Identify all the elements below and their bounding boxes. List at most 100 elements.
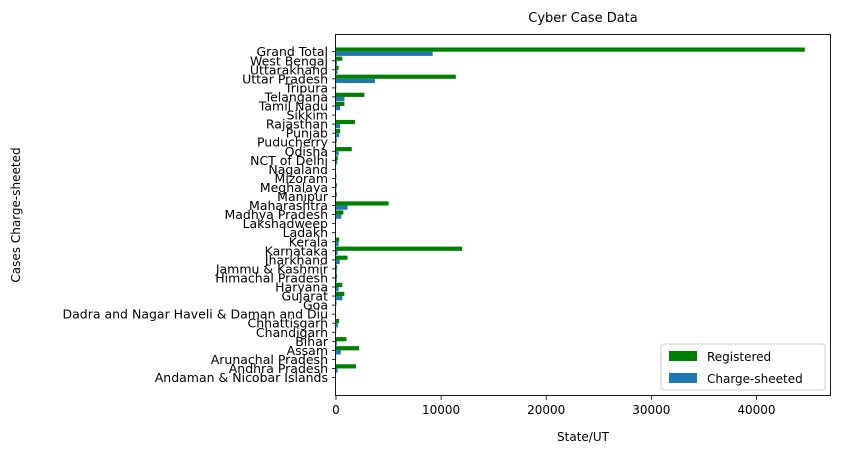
y-tick-label: Himachal Pradesh bbox=[215, 270, 328, 285]
bar-registered-telangana bbox=[336, 92, 365, 97]
y-tick-label: West Bengal bbox=[250, 53, 328, 68]
bar-charge-sheeted-uttarakhand bbox=[336, 69, 338, 74]
bar-charge-sheeted-haryana bbox=[336, 287, 339, 292]
bar-charge-sheeted-chhattisgarh bbox=[336, 323, 338, 328]
y-tick-label: Mizoram bbox=[275, 171, 328, 186]
legend-label-registered: Registered bbox=[707, 350, 771, 364]
bar-registered-manipur bbox=[336, 192, 337, 197]
bar-charge-sheeted-andhra-pradesh bbox=[336, 368, 338, 373]
y-tick-label: Madhya Pradesh bbox=[224, 207, 328, 222]
bar-charge-sheeted-assam bbox=[336, 350, 341, 355]
bar-registered-uttarakhand bbox=[336, 65, 339, 70]
y-tick-label: Ladakh bbox=[283, 225, 328, 240]
y-axis-label: Cases Charge-sheeted bbox=[9, 147, 23, 282]
bar-charge-sheeted-gujarat bbox=[336, 296, 343, 301]
y-tick-label: NCT of Delhi bbox=[250, 153, 328, 168]
bar-registered-karnataka bbox=[336, 246, 463, 251]
bar-charge-sheeted-karnataka bbox=[336, 250, 338, 255]
y-tick-label: Uttar Pradesh bbox=[242, 71, 328, 86]
x-tick-label: 10000 bbox=[422, 403, 460, 417]
x-tick-labels: 0 10000 20000 30000 40000 bbox=[332, 396, 776, 417]
bar-charge-sheeted-kerala bbox=[336, 241, 339, 246]
bar-registered-assam bbox=[336, 346, 360, 351]
y-tick-label: Karnataka bbox=[265, 243, 328, 258]
bar-registered-punjab bbox=[336, 128, 341, 134]
y-tick-label: Gujarat bbox=[282, 289, 329, 304]
bar-registered-tamil-nadu bbox=[336, 101, 345, 106]
x-tick-label: 20000 bbox=[527, 403, 565, 417]
bar-registered-west-bengal bbox=[336, 56, 343, 61]
y-tick-label: Punjab bbox=[286, 126, 328, 141]
bar-charge-sheeted-jammu-kashmir bbox=[336, 268, 337, 274]
y-tick-label: Maharashtra bbox=[249, 198, 328, 213]
bar-charge-sheeted-bihar bbox=[336, 341, 337, 346]
bar-registered-puducherry bbox=[336, 138, 337, 143]
y-tick-label: Chandigarh bbox=[256, 325, 328, 340]
y-tick-label: Kerala bbox=[289, 234, 328, 249]
bar-charge-sheeted-jharkhand bbox=[336, 259, 340, 265]
y-tick-label: Sikkim bbox=[286, 108, 328, 123]
y-tick-label: Jammu & Kashmir bbox=[215, 261, 329, 276]
legend: Registered Charge-sheeted bbox=[660, 343, 826, 391]
bar-charge-sheeted-rajasthan bbox=[336, 124, 341, 129]
bar-charge-sheeted-odisha bbox=[336, 151, 339, 156]
bar-registered-jharkhand bbox=[336, 255, 348, 260]
bar-registered-grand-total bbox=[336, 47, 805, 52]
bar-charge-sheeted-uttar-pradesh bbox=[336, 78, 375, 84]
bar-registered-meghalaya bbox=[336, 183, 337, 188]
bar-charge-sheeted-punjab bbox=[336, 133, 340, 138]
y-tick-label: Tripura bbox=[284, 80, 328, 95]
y-tick-label: Andaman & Nicobar Islands bbox=[155, 370, 328, 385]
bar-registered-nct-of-delhi bbox=[336, 156, 338, 161]
bar-registered-maharashtra bbox=[336, 201, 389, 206]
y-tick-label: Dadra and Nagar Haveli & Daman and Diu bbox=[62, 307, 328, 322]
bar-registered-andhra-pradesh bbox=[336, 364, 356, 369]
y-tick-label: Arunachal Pradesh bbox=[211, 352, 328, 367]
legend-label-charge-sheeted: Charge-sheeted bbox=[707, 372, 803, 386]
chart-title: Cyber Case Data bbox=[528, 11, 637, 26]
bar-charge-sheeted-tamil-nadu bbox=[336, 106, 341, 111]
bar-registered-kerala bbox=[336, 237, 340, 242]
y-tick-label: Grand Total bbox=[256, 44, 328, 59]
legend-box bbox=[660, 343, 826, 391]
y-tick-label: Manipur bbox=[277, 189, 329, 204]
bar-registered-gujarat bbox=[336, 291, 345, 297]
y-tick-label: Uttarakhand bbox=[250, 62, 328, 77]
y-tick-label: Lakshadweep bbox=[243, 216, 328, 231]
x-tick-label: 0 bbox=[332, 403, 340, 417]
bar-charge-sheeted-west-bengal bbox=[336, 60, 338, 65]
y-tick-label: Rajasthan bbox=[266, 117, 328, 132]
bar-charge-sheeted-telangana bbox=[336, 96, 345, 102]
bar-registered-himachal-pradesh bbox=[336, 273, 338, 278]
y-tick-label: Nagaland bbox=[268, 162, 328, 177]
y-tick-label: Telangana bbox=[264, 89, 328, 104]
bar-registered-odisha bbox=[336, 147, 352, 152]
bar-registered-madhya-pradesh bbox=[336, 210, 344, 215]
legend-swatch-registered bbox=[669, 351, 697, 361]
y-tick-label: Assam bbox=[287, 343, 328, 358]
legend-swatch-charge-sheeted bbox=[669, 373, 697, 383]
bar-charge-sheeted-himachal-pradesh bbox=[336, 277, 337, 283]
x-tick-label: 40000 bbox=[737, 403, 775, 417]
y-tick-label: Puducherry bbox=[257, 135, 329, 150]
bar-charge-sheeted-grand-total bbox=[336, 51, 433, 56]
bar-registered-jammu-kashmir bbox=[336, 264, 338, 269]
y-tick-label: Andhra Pradesh bbox=[229, 361, 328, 376]
y-tick-label: Chhattisgarh bbox=[248, 316, 328, 331]
bar-registered-bihar bbox=[336, 337, 347, 342]
y-tick-label: Haryana bbox=[275, 280, 328, 295]
y-tick-label: Meghalaya bbox=[260, 180, 328, 195]
x-tick-label: 30000 bbox=[632, 403, 670, 417]
y-tick-label: Goa bbox=[303, 298, 328, 313]
y-tick-label: Bihar bbox=[295, 334, 329, 349]
bar-registered-haryana bbox=[336, 282, 343, 287]
x-axis-label: State/UT bbox=[557, 430, 610, 444]
y-tick-label: Odisha bbox=[285, 144, 328, 159]
bar-charge-sheeted-madhya-pradesh bbox=[336, 214, 342, 219]
bar-charge-sheeted-nct-of-delhi bbox=[336, 160, 338, 165]
y-tick-label: Tamil Nadu bbox=[258, 99, 328, 114]
bar-registered-uttar-pradesh bbox=[336, 74, 456, 79]
bar-charge-sheeted-maharashtra bbox=[336, 205, 348, 210]
y-tick-label: Jharkhand bbox=[264, 252, 328, 267]
